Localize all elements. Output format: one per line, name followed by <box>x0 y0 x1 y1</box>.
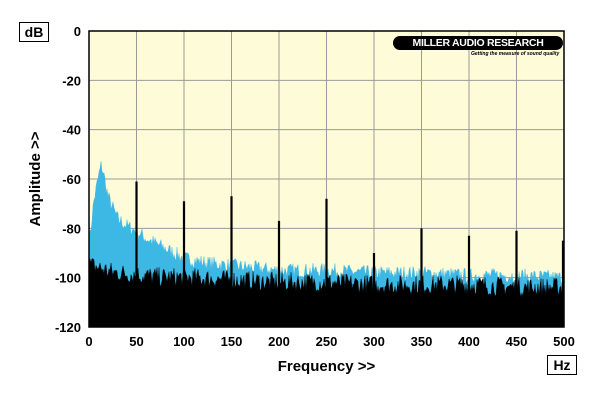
y-unit-label: dB <box>19 22 49 42</box>
x-tick-label: 100 <box>173 334 195 349</box>
x-axis-label: Frequency >> <box>278 358 376 375</box>
x-tick-label: 450 <box>506 334 528 349</box>
x-tick-label: 500 <box>553 334 575 349</box>
y-tick-label: -100 <box>55 271 81 286</box>
plot-frame <box>88 30 565 328</box>
peaks-layer <box>135 181 565 327</box>
x-unit-label: Hz <box>547 355 577 375</box>
x-tick-label: 0 <box>85 334 92 349</box>
x-tick-label: 200 <box>268 334 290 349</box>
y-axis-label: Amplitude >> <box>27 131 44 226</box>
y-tick-label: 0 <box>74 24 81 39</box>
x-tick-label: 50 <box>129 334 143 349</box>
y-tick-label: -80 <box>62 221 81 236</box>
y-tick-labels: 0 -20 -40 -60 -80 -100 -120 <box>55 24 81 335</box>
x-tick-label: 250 <box>316 334 338 349</box>
x-tick-label: 350 <box>411 334 433 349</box>
brand-logo: MILLER AUDIO RESEARCH Getting the measur… <box>393 36 563 60</box>
x-tick-label: 150 <box>221 334 243 349</box>
brand-tagline: Getting the measure of sound quality <box>471 51 560 57</box>
y-tick-label: -120 <box>55 320 81 335</box>
y-tick-label: -40 <box>62 123 81 138</box>
y-tick-label: -20 <box>62 73 81 88</box>
x-tick-label: 400 <box>458 334 480 349</box>
x-tick-label: 300 <box>363 334 385 349</box>
brand-logo-text: MILLER AUDIO RESEARCH <box>393 36 563 50</box>
x-tick-labels: 0 50 100 150 200 250 300 350 400 450 500 <box>85 334 574 349</box>
y-tick-label: -60 <box>62 172 81 187</box>
